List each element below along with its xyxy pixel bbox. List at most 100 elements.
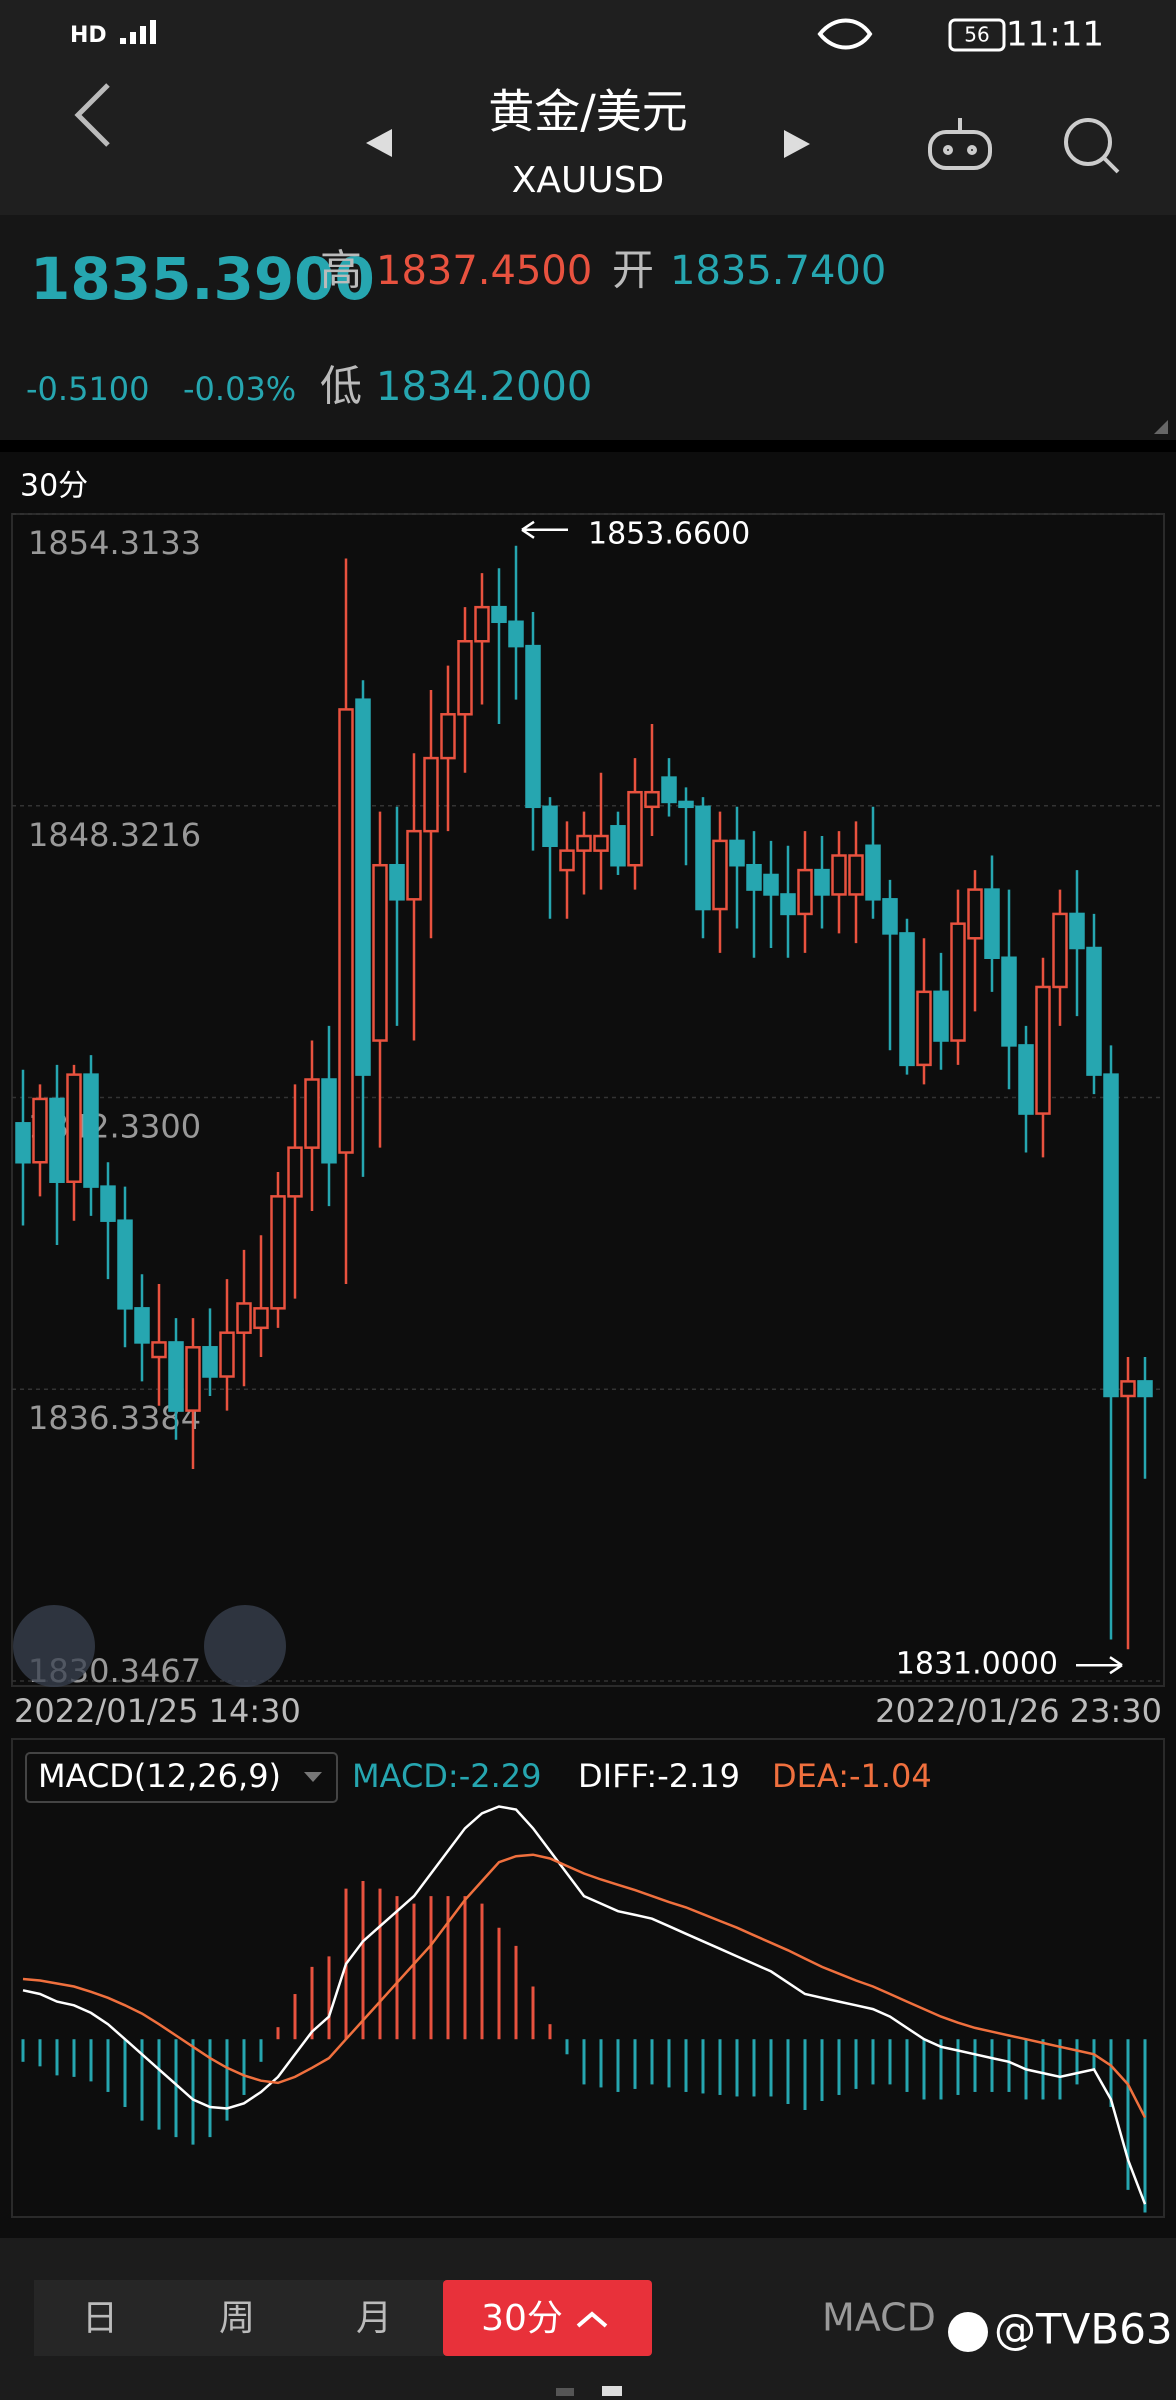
y-tick-label: 1854.3133	[28, 524, 201, 562]
candle-body	[984, 888, 1000, 960]
candle-body	[66, 1073, 82, 1183]
nav-title: 黄金/美元	[488, 85, 688, 139]
candle-body	[117, 1219, 133, 1310]
draw-button[interactable]	[13, 1605, 95, 1687]
legend-entry: MACD:-2.29	[352, 1757, 542, 1795]
change: -0.5100	[26, 370, 150, 408]
prev-button[interactable]	[366, 129, 392, 157]
candle-body	[661, 776, 677, 804]
candle-body	[355, 698, 371, 1076]
candle-body	[1001, 956, 1017, 1047]
high-price: 1837.4500	[376, 248, 592, 294]
dropdown-arrow	[304, 1772, 322, 1782]
candle-body	[950, 922, 966, 1042]
candle-body	[695, 805, 711, 911]
candle-body	[202, 1346, 218, 1378]
high-label: 高	[320, 246, 362, 295]
annotation-arrow	[521, 520, 568, 539]
candle-body	[236, 1302, 252, 1334]
candle-body	[865, 844, 881, 901]
candle-body	[100, 1185, 116, 1222]
home-indicator	[556, 2388, 574, 2396]
candle-body	[270, 1195, 286, 1310]
annotation-arrow	[1076, 1656, 1123, 1675]
signal-icon	[120, 20, 156, 44]
legend-entry: DIFF:-2.19	[578, 1757, 740, 1795]
open-label: 开	[612, 246, 654, 295]
tab-30min[interactable]: 30分	[481, 2298, 563, 2339]
candle-body	[559, 849, 575, 872]
indicator-name: MACD(12,26,9)	[38, 1757, 281, 1795]
next-button[interactable]	[784, 130, 810, 158]
candle-body	[848, 854, 864, 896]
candle-body	[151, 1341, 167, 1359]
candle-body	[542, 805, 558, 848]
candle-body	[406, 829, 422, 901]
x-tick-label: 2022/01/25 14:30	[14, 1692, 301, 1730]
candle-body	[440, 713, 456, 760]
candle-body	[967, 888, 983, 940]
candle-body	[814, 868, 830, 896]
candle-body	[712, 839, 728, 911]
candle-body	[729, 839, 745, 867]
indicator-tab[interactable]: MACD	[822, 2296, 936, 2340]
watermark: @TVB63	[994, 2305, 1173, 2354]
candle-body	[338, 708, 354, 1154]
interval: 30分	[20, 469, 88, 504]
candle-body	[899, 932, 915, 1067]
candle-body	[474, 605, 490, 643]
tab-caret	[576, 2311, 608, 2328]
legend-entry: DEA:-1.04	[772, 1757, 932, 1795]
candle-body	[780, 893, 796, 916]
candle-body	[32, 1097, 48, 1164]
candle-body	[916, 990, 932, 1067]
candle-body	[1103, 1073, 1119, 1398]
y-tick-label: 1848.3216	[28, 816, 201, 854]
battery-icon	[948, 18, 1006, 52]
candle-body	[1069, 912, 1085, 950]
eye-icon	[817, 18, 873, 50]
tab-month[interactable]: 月	[356, 2298, 392, 2339]
annotation-label: 1831.0000	[896, 1647, 1058, 1682]
candle-body	[593, 834, 609, 852]
open-price: 1835.7400	[670, 248, 886, 294]
indicator-selector[interactable]	[25, 1752, 338, 1803]
candle-body	[1086, 946, 1102, 1076]
annotation-label: 1853.6600	[588, 516, 750, 551]
battery: 56	[964, 23, 989, 47]
candle-body	[134, 1307, 150, 1344]
candle-body	[797, 868, 813, 916]
candle-body	[678, 800, 694, 809]
tab-day[interactable]: 日	[82, 2298, 118, 2339]
candle-body	[389, 863, 405, 901]
search-button[interactable]	[1064, 118, 1120, 174]
candle-body	[831, 854, 847, 896]
facebook-icon	[948, 2312, 988, 2352]
tab-group	[34, 2280, 444, 2356]
quote-bg	[0, 215, 1176, 440]
assistant-button[interactable]	[928, 118, 992, 170]
tab-active-bg[interactable]	[443, 2280, 652, 2356]
time: 11:11	[1006, 15, 1104, 55]
tab-week[interactable]: 周	[219, 2298, 255, 2339]
candle-body	[304, 1078, 320, 1149]
macd-line	[22, 1853, 1147, 2119]
low-label: 低	[320, 362, 362, 411]
candle-body	[576, 834, 592, 852]
candle-body	[15, 1122, 31, 1164]
expand-corner[interactable]	[1154, 420, 1168, 434]
back-button[interactable]	[74, 83, 110, 147]
candle-body	[644, 790, 660, 809]
candle-body	[1120, 1380, 1136, 1398]
x-tick-label: 2022/01/26 23:30	[875, 1692, 1162, 1730]
header-bg	[0, 0, 1176, 215]
fullscreen-button[interactable]	[204, 1605, 286, 1687]
change-pct: -0.03%	[183, 370, 296, 408]
candle-body	[491, 605, 507, 624]
candle-body	[185, 1346, 201, 1412]
network: HD	[70, 23, 107, 48]
candle-body	[287, 1146, 303, 1198]
candle-body	[253, 1307, 269, 1330]
